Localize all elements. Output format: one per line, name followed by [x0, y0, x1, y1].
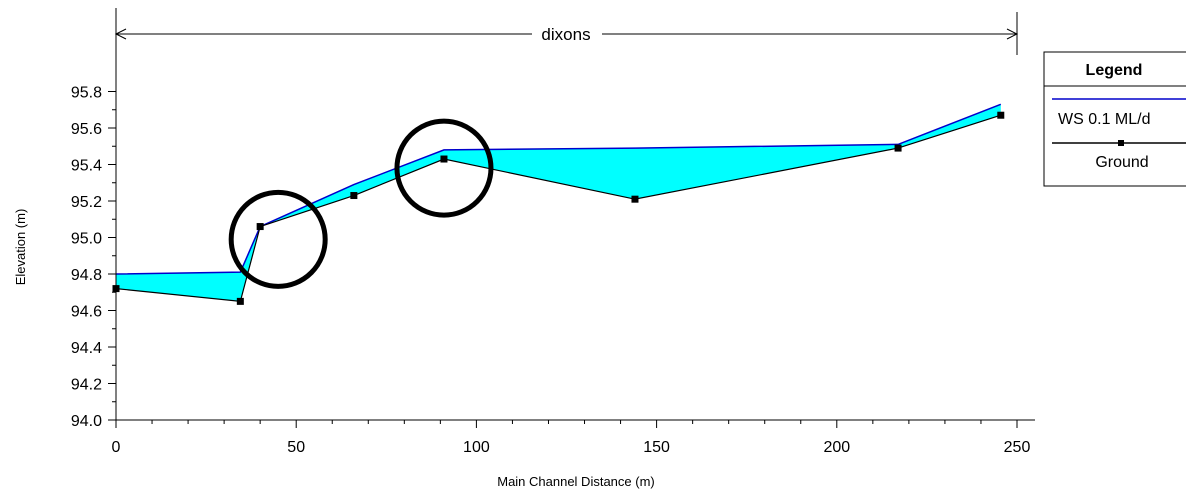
legend-ground-marker	[1118, 140, 1124, 146]
y-tick-label: 94.6	[71, 304, 102, 321]
ground-point	[256, 223, 264, 231]
x-tick-label: 100	[463, 439, 490, 456]
y-tick-label: 95.4	[71, 158, 102, 175]
y-tick-label: 95.6	[71, 121, 102, 138]
y-tick-label: 95.8	[71, 85, 102, 102]
y-tick-label: 94.8	[71, 267, 102, 284]
legend-ground-label: Ground	[1095, 154, 1148, 171]
reach-extent: dixons	[114, 12, 1019, 55]
ground-point	[350, 192, 358, 200]
legend: Legend WS 0.1 ML/d Ground	[1043, 51, 1186, 187]
y-tick-label: 94.0	[71, 413, 102, 430]
y-tick-label: 95.0	[71, 231, 102, 248]
x-tick-label: 150	[643, 439, 670, 456]
reach-arrowhead-left	[114, 28, 127, 40]
legend-box	[1043, 51, 1186, 187]
y-tick-label: 94.4	[71, 340, 102, 357]
legend-ws-label: WS 0.1 ML/d	[1058, 111, 1150, 128]
reach-arrowhead-right	[1006, 28, 1019, 40]
ground-point	[236, 297, 244, 305]
y-axis-title: Elevation (m)	[13, 209, 28, 286]
reach-label: dixons	[541, 25, 590, 44]
plot-area: 94.0 94.2 94.4 94.6 94.8 95.0 95.2 95.4 95.6 95.8…	[71, 8, 1035, 456]
ground-point	[631, 195, 639, 203]
ground-point	[440, 155, 448, 163]
ground-point	[997, 111, 1005, 119]
ground-point	[894, 144, 902, 152]
ws-line	[115, 103, 1002, 275]
y-tick-label: 95.2	[71, 194, 102, 211]
x-axis-title: Main Channel Distance (m)	[497, 474, 655, 489]
x-tick-label: 200	[823, 439, 850, 456]
y-tick-label: 94.2	[71, 377, 102, 394]
water-fill	[116, 104, 1001, 302]
x-tick-label: 250	[1004, 439, 1031, 456]
annotation-circle	[394, 118, 494, 218]
legend-title: Legend	[1086, 62, 1143, 79]
x-tick-label: 0	[112, 439, 121, 456]
x-tick-label: 50	[287, 439, 305, 456]
annotation-circle	[228, 189, 328, 289]
